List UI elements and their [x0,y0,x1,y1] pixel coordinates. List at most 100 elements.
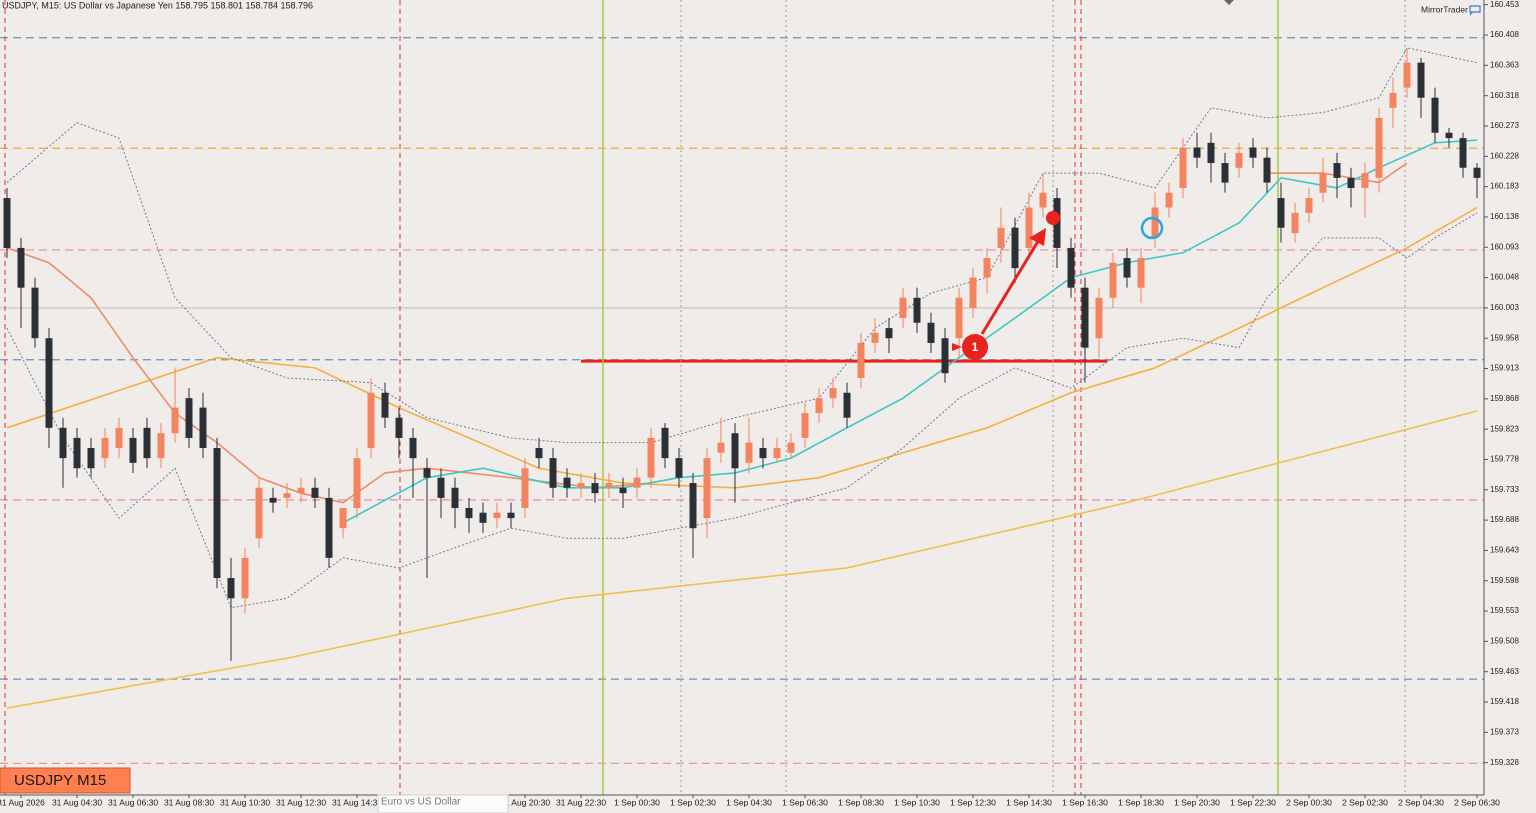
candle-body [1081,287,1089,348]
x-tick-label: 1 Sep 16:30 [1062,797,1108,807]
x-tick-label: 1 Sep 18:30 [1118,797,1164,807]
candle-body [437,477,445,498]
x-tick-label: 31 Aug 2026 [0,797,45,807]
indicator-line [6,47,1478,444]
candle-body [213,448,221,579]
candle-body [703,458,711,519]
candle-body [451,487,459,508]
broker-name: MirrorTrader [1421,4,1468,14]
candle-body [3,198,11,248]
candle-body [59,427,67,459]
candle-body [269,497,277,503]
candle-body [1165,192,1173,208]
chart-header: USDJPY, M15: US Dollar vs Japanese Yen 1… [2,0,313,10]
y-tick-label: 159.643 [1490,546,1519,555]
x-tick-label: 1 Sep 02:30 [670,797,716,807]
candle-body [353,458,361,508]
x-tick-label: 1 Sep 06:30 [782,797,828,807]
candle-body [311,487,319,498]
candle-body [885,328,893,339]
tooltip-text: Euro vs US Dollar [381,797,461,808]
x-tick-label: 1 Sep 14:30 [1006,797,1052,807]
candle-body [129,437,137,463]
x-tick-label: 1 Sep 10:30 [894,797,940,807]
candle-body [927,322,935,343]
candle-body [1445,132,1453,139]
candle-body [157,433,165,459]
candle-body [143,427,151,459]
candle-body [535,448,543,459]
y-tick-label: 159.373 [1490,727,1519,736]
y-tick-label: 159.868 [1490,394,1519,403]
x-tick-label: 1 Sep 08:30 [838,797,884,807]
indicator-line [6,212,1478,609]
x-tick-label: 31 Aug 10:30 [220,797,270,807]
candle-body [955,297,963,339]
candle-body [185,398,193,438]
candle-body [1291,212,1299,234]
session-lines [4,0,1406,795]
candle-body [339,507,347,529]
y-tick-label: 160.003 [1490,303,1519,312]
candle-body [829,388,837,399]
candle-body [1235,152,1243,168]
y-tick-label: 159.463 [1490,667,1519,676]
candle-body [101,437,109,459]
candle-body [1473,167,1481,178]
candle-body [1347,177,1355,188]
x-tick-label: 31 Aug 06:30 [108,797,158,807]
candle-body [1361,173,1369,188]
candle-body [1039,192,1047,208]
candle-body [367,392,375,449]
candle-body [773,448,781,459]
y-tick-label: 159.913 [1490,364,1519,373]
arrow-shaft [980,237,1042,335]
x-tick-label: 1 Sep 22:30 [1230,797,1276,807]
candle-body [591,483,599,494]
candle-body [1109,262,1117,298]
candle-body [1459,138,1467,168]
candle-body [1305,198,1313,213]
candle-body [199,407,207,449]
x-tick-label: 2 Sep 06:30 [1454,797,1500,807]
candle-body [255,487,263,539]
candle-body [633,477,641,488]
y-tick-label: 159.508 [1490,636,1519,645]
y-tick-label: 159.778 [1490,455,1519,464]
candle-body [1277,198,1285,228]
candle-body [843,392,851,418]
candle-body [521,468,529,508]
x-tick-label: 2 Sep 02:30 [1342,797,1388,807]
candle-body [87,448,95,469]
candle-body [997,227,1005,248]
marker-pointer [952,343,962,351]
y-tick-label: 159.553 [1490,606,1519,615]
y-tick-label: 160.453 [1490,0,1519,9]
candle-body [283,493,291,498]
candle-body [409,437,417,459]
candle-body [745,442,753,463]
arrow-head [1029,228,1046,246]
annotations: 1 [952,211,1164,360]
indicator-line [6,410,1478,709]
candle-body [759,448,767,459]
x-tick-label: 31 Aug 12:30 [276,797,326,807]
candle-body [1221,163,1229,183]
y-tick-label: 159.688 [1490,515,1519,524]
candle-body [493,512,501,519]
level-lines [0,37,1484,764]
candle-body [787,442,795,453]
candle-body [115,427,123,449]
candle-body [549,458,557,488]
candle-body [325,497,333,558]
candle-body [717,442,725,453]
candle-body [1403,62,1411,88]
candle-body [899,297,907,318]
candle-body [395,417,403,438]
candle-body [983,258,991,278]
candle-body [381,392,389,418]
candle-body [1389,92,1397,108]
broker-icon [1469,5,1481,16]
